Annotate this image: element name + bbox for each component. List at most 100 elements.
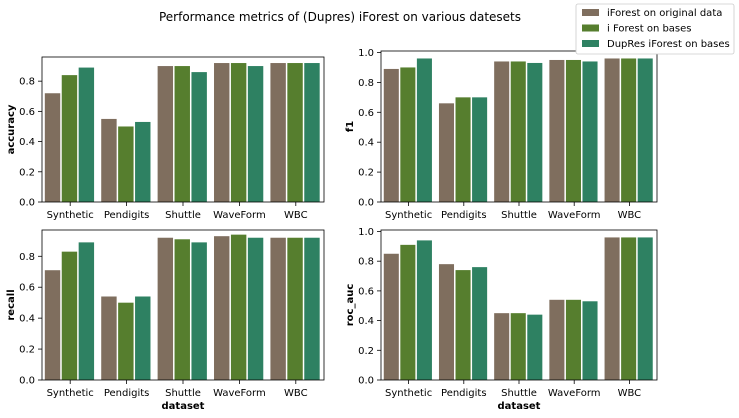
bar-f1-2-4 bbox=[637, 58, 653, 202]
bar-recall-0-0 bbox=[44, 270, 61, 380]
bar-roc_auc-0-0 bbox=[383, 253, 399, 380]
x-tick-label: Shuttle bbox=[165, 210, 201, 221]
bar-accuracy-1-2 bbox=[174, 66, 190, 202]
bar-accuracy-0-4 bbox=[270, 63, 286, 202]
subplot-recall: 0.0 0.2 0.4 0.6 0.8 Synthetic Pendigits Shuttle… bbox=[6, 229, 325, 412]
x-tick-label: WaveForm bbox=[548, 210, 601, 221]
bar-roc_auc-1-3 bbox=[565, 299, 581, 380]
x-tick-label: Shuttle bbox=[501, 388, 537, 399]
bar-f1-0-0 bbox=[383, 68, 399, 202]
bar-roc_auc-1-0 bbox=[400, 244, 416, 380]
bar-recall-2-4 bbox=[304, 237, 320, 380]
bar-recall-1-1 bbox=[118, 302, 134, 380]
legend-frame bbox=[575, 3, 735, 55]
x-tick-label: Pendigits bbox=[441, 388, 487, 399]
bar-accuracy-2-2 bbox=[191, 72, 207, 203]
bar-accuracy-0-0 bbox=[44, 93, 61, 202]
x-axis-label: dataset bbox=[162, 401, 205, 412]
y-tick-label: 0.4 bbox=[358, 138, 374, 149]
bar-f1-2-0 bbox=[416, 58, 432, 202]
x-tick-label: WBC bbox=[618, 388, 642, 399]
bar-roc_auc-2-0 bbox=[416, 240, 432, 380]
y-tick-label: 0.4 bbox=[358, 316, 374, 327]
bar-f1-0-4 bbox=[604, 58, 620, 202]
bar-accuracy-1-3 bbox=[230, 63, 247, 202]
bar-recall-1-0 bbox=[61, 251, 78, 380]
subplot-f1: 0.0 0.2 0.4 0.6 0.8 1.0 Synthetic Pendigits Shut… bbox=[345, 48, 658, 221]
bar-recall-1-4 bbox=[287, 237, 303, 380]
bar-accuracy-0-1 bbox=[101, 118, 117, 202]
y-tick-label: 0.2 bbox=[19, 345, 35, 356]
y-tick-label: 0.4 bbox=[19, 137, 35, 148]
legend: iForest on original data i Forest on base… bbox=[575, 3, 735, 55]
bar-roc_auc-2-1 bbox=[472, 267, 488, 380]
bar-f1-2-1 bbox=[472, 97, 488, 202]
bar-roc_auc-2-3 bbox=[582, 301, 598, 380]
x-tick-label: Synthetic bbox=[385, 210, 432, 221]
bar-f1-1-1 bbox=[455, 97, 471, 202]
bar-f1-0-2 bbox=[494, 61, 510, 202]
bar-roc_auc-0-2 bbox=[494, 313, 510, 380]
bar-f1-1-3 bbox=[565, 59, 581, 202]
bar-roc_auc-0-1 bbox=[438, 264, 455, 380]
bar-roc_auc-0-4 bbox=[604, 237, 620, 380]
bar-accuracy-2-1 bbox=[135, 121, 151, 202]
bar-recall-0-2 bbox=[157, 237, 174, 380]
bar-f1-0-3 bbox=[549, 59, 565, 202]
y-tick-label: 0.0 bbox=[19, 376, 35, 387]
bar-roc_auc-0-3 bbox=[549, 299, 565, 380]
bar-recall-1-3 bbox=[230, 234, 247, 380]
y-tick-label: 0.6 bbox=[358, 108, 374, 119]
y-tick-label: 1.0 bbox=[358, 48, 374, 59]
x-tick-label: WBC bbox=[284, 210, 308, 221]
x-tick-label: Pendigits bbox=[441, 210, 487, 221]
bar-accuracy-0-3 bbox=[214, 63, 230, 202]
y-tick-label: 0.6 bbox=[19, 107, 35, 118]
x-tick-label: Synthetic bbox=[385, 388, 432, 399]
bar-roc_auc-1-1 bbox=[455, 270, 471, 380]
legend-swatch bbox=[582, 24, 599, 32]
x-axis-label: dataset bbox=[498, 401, 541, 412]
y-tick-label: 0.8 bbox=[358, 78, 374, 89]
y-tick-label: 0.4 bbox=[19, 314, 35, 325]
bar-accuracy-0-2 bbox=[157, 66, 174, 202]
x-tick-label: Pendigits bbox=[104, 210, 150, 221]
bar-f1-1-0 bbox=[400, 67, 416, 202]
legend-swatch bbox=[582, 9, 599, 16]
y-tick-label: 0.8 bbox=[19, 252, 35, 263]
y-tick-label: 0.0 bbox=[19, 198, 35, 209]
x-tick-label: Shuttle bbox=[501, 210, 537, 221]
x-tick-label: WBC bbox=[618, 210, 642, 221]
legend-label: i Forest on bases bbox=[607, 24, 692, 35]
y-tick-label: 0.2 bbox=[358, 346, 374, 357]
bar-recall-2-3 bbox=[247, 237, 264, 380]
y-axis-label: recall bbox=[6, 289, 17, 320]
bar-recall-2-1 bbox=[135, 296, 151, 380]
subplot-roc_auc: 0.0 0.2 0.4 0.6 0.8 1.0 Synthetic Pendigits Shut… bbox=[345, 227, 658, 412]
x-tick-label: WaveForm bbox=[213, 210, 266, 221]
bar-f1-1-4 bbox=[621, 58, 637, 202]
bar-roc_auc-1-2 bbox=[510, 313, 526, 380]
x-tick-label: Shuttle bbox=[165, 388, 201, 399]
bar-accuracy-2-4 bbox=[304, 63, 320, 202]
y-tick-label: 0.0 bbox=[358, 198, 374, 209]
bar-accuracy-1-1 bbox=[118, 126, 134, 202]
bar-roc_auc-2-2 bbox=[527, 314, 543, 380]
y-axis-label: f1 bbox=[345, 121, 356, 132]
bar-roc_auc-2-4 bbox=[637, 237, 653, 380]
legend-swatch bbox=[582, 40, 599, 47]
bar-f1-2-2 bbox=[527, 62, 543, 203]
y-tick-label: 0.0 bbox=[358, 376, 374, 387]
bar-recall-0-4 bbox=[270, 237, 286, 380]
legend-label: DupRes iForest on bases bbox=[607, 39, 730, 50]
bar-roc_auc-1-4 bbox=[621, 237, 637, 380]
bar-recall-0-3 bbox=[214, 236, 230, 380]
bar-f1-2-3 bbox=[582, 61, 598, 202]
y-tick-label: 0.2 bbox=[19, 167, 35, 178]
bar-accuracy-1-0 bbox=[61, 75, 78, 202]
bar-recall-1-2 bbox=[174, 239, 190, 380]
x-tick-label: Pendigits bbox=[104, 388, 150, 399]
x-tick-label: WaveForm bbox=[213, 388, 266, 399]
x-tick-label: WaveForm bbox=[548, 388, 601, 399]
